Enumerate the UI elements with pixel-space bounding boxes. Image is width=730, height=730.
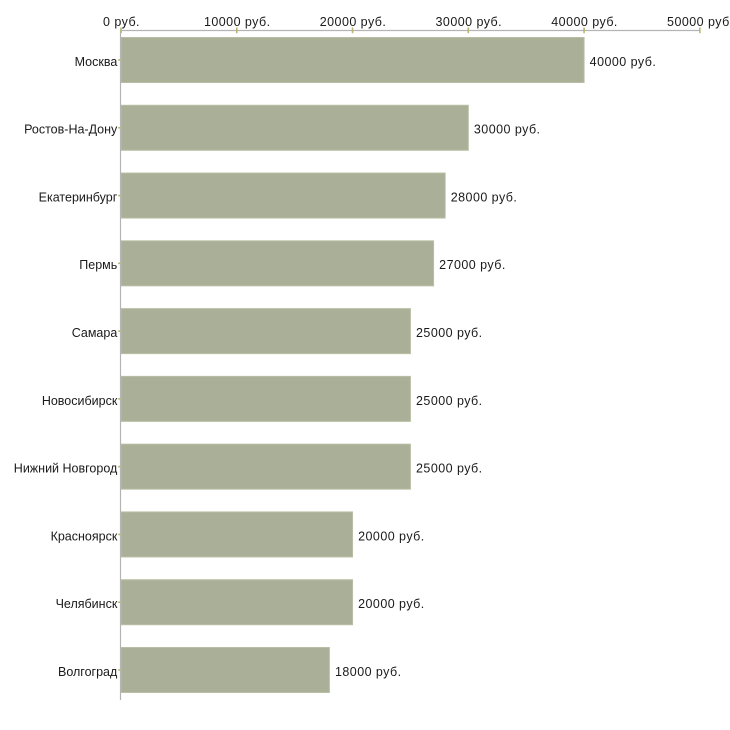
- svg-text:50000 руб.: 50000 руб.: [667, 15, 730, 29]
- svg-text:Екатеринбург: Екатеринбург: [39, 190, 118, 204]
- svg-text:Москва: Москва: [75, 55, 118, 69]
- svg-text:30000 руб.: 30000 руб.: [436, 15, 503, 29]
- svg-text:Нижний Новгород: Нижний Новгород: [14, 462, 118, 476]
- svg-text:Самара: Самара: [72, 326, 118, 340]
- svg-text:0 руб.: 0 руб.: [103, 15, 140, 29]
- svg-text:27000 руб.: 27000 руб.: [439, 258, 506, 272]
- svg-text:28000 руб.: 28000 руб.: [451, 190, 518, 204]
- svg-text:Челябинск: Челябинск: [56, 597, 118, 611]
- svg-text:10000 руб.: 10000 руб.: [204, 15, 271, 29]
- svg-text:20000 руб.: 20000 руб.: [358, 529, 425, 543]
- svg-text:25000 руб.: 25000 руб.: [416, 326, 483, 340]
- svg-text:Пермь: Пермь: [79, 258, 117, 272]
- svg-text:20000 руб.: 20000 руб.: [320, 15, 387, 29]
- svg-text:18000 руб.: 18000 руб.: [335, 665, 402, 679]
- svg-text:Ростов-На-Дону: Ростов-На-Дону: [24, 123, 118, 137]
- svg-text:25000 руб.: 25000 руб.: [416, 394, 483, 408]
- svg-text:40000 руб.: 40000 руб.: [590, 55, 657, 69]
- svg-text:40000 руб.: 40000 руб.: [551, 15, 618, 29]
- svg-text:25000 руб.: 25000 руб.: [416, 462, 483, 476]
- svg-text:Волгоград: Волгоград: [58, 665, 118, 679]
- svg-text:Красноярск: Красноярск: [51, 529, 118, 543]
- svg-text:30000 руб.: 30000 руб.: [474, 123, 541, 137]
- svg-text:Новосибирск: Новосибирск: [42, 394, 118, 408]
- svg-text:20000 руб.: 20000 руб.: [358, 597, 425, 611]
